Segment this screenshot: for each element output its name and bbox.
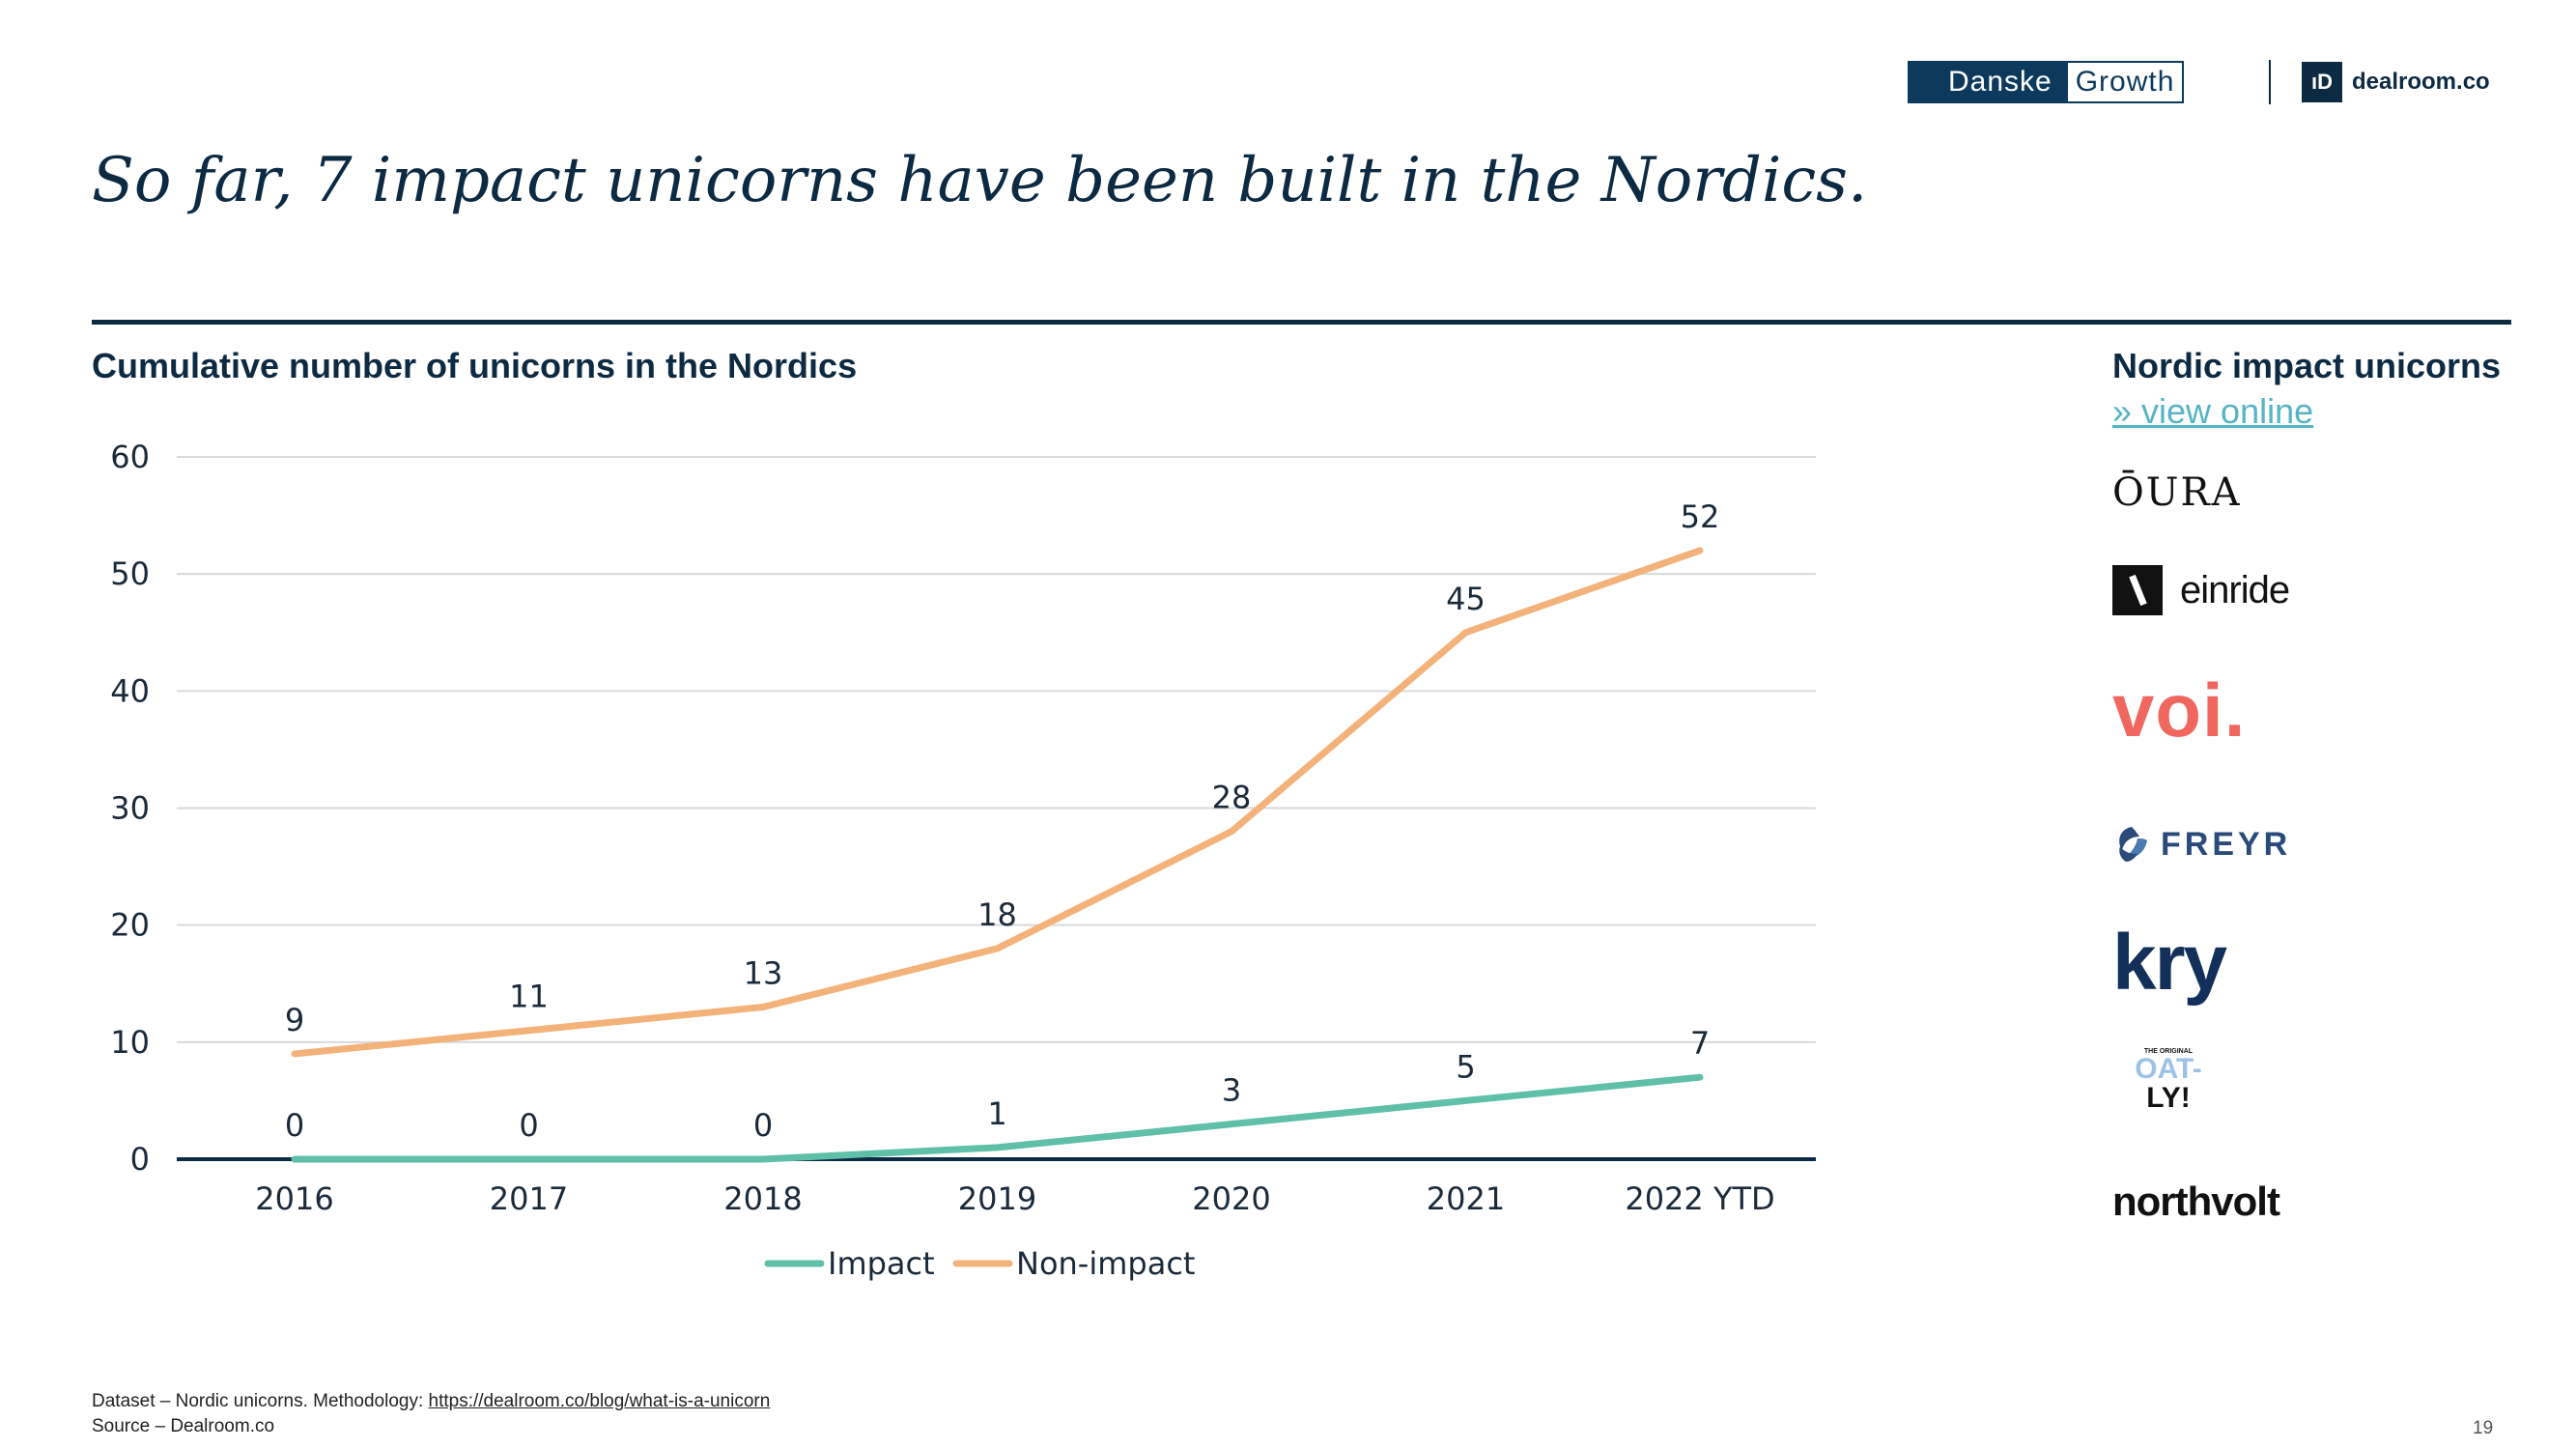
danske-logo-text: Danske xyxy=(1910,63,2068,101)
oatly-top: OAT- xyxy=(2135,1053,2202,1085)
data-label: 45 xyxy=(1446,581,1486,617)
data-point xyxy=(1463,1098,1468,1103)
data-label: 11 xyxy=(509,979,549,1015)
data-label: 13 xyxy=(744,954,783,991)
oura-logo: ŌURA xyxy=(2112,470,2242,515)
logo-divider xyxy=(2269,60,2271,104)
data-point xyxy=(1230,829,1233,834)
einride-name: einride xyxy=(2180,568,2290,611)
y-tick-label: 50 xyxy=(110,555,150,592)
dataset-text: Dataset – Nordic unicorns. Methodology: xyxy=(92,1391,424,1411)
data-label: 18 xyxy=(977,896,1017,933)
northvolt-logo: northvolt xyxy=(2112,1179,2280,1224)
data-label: 52 xyxy=(1681,498,1720,535)
data-point xyxy=(526,1157,531,1161)
page-number: 19 xyxy=(2473,1418,2494,1438)
y-tick-label: 20 xyxy=(110,907,150,944)
page-title: So far, 7 impact unicorns have been buil… xyxy=(92,145,1868,216)
x-tick-label: 2018 xyxy=(723,1180,802,1217)
freyr-name: FREYR xyxy=(2161,825,2292,863)
oatly-bottom: LY! xyxy=(2146,1082,2191,1114)
data-label: 7 xyxy=(1690,1025,1710,1062)
oatly-logo: THE ORIGINAL OAT- LY! xyxy=(2125,1048,2212,1113)
data-point xyxy=(293,1051,297,1056)
data-point xyxy=(995,1145,1000,1150)
data-label: 0 xyxy=(753,1107,773,1144)
data-label: 0 xyxy=(519,1107,538,1144)
legend-label: Non-impact xyxy=(1016,1245,1195,1282)
methodology-link[interactable]: https://dealroom.co/blog/what-is-a-unico… xyxy=(428,1391,771,1411)
data-point xyxy=(1463,630,1468,635)
growth-logo-text: Growth xyxy=(2067,63,2183,101)
freyr-swirl-icon xyxy=(2119,827,2147,862)
source-footnote: Source – Dealroom.co xyxy=(92,1416,275,1436)
data-point xyxy=(995,946,1000,951)
dataset-footnote: Dataset – Nordic unicorns. Methodology: … xyxy=(92,1391,770,1412)
x-tick-label: 2021 xyxy=(1427,1180,1505,1217)
side-panel-title: Nordic impact unicorns xyxy=(2112,346,2502,385)
title-divider xyxy=(92,320,2511,325)
dealroom-logo: ıD dealroom.co xyxy=(2302,62,2490,102)
dealroom-mark-icon: ıD xyxy=(2302,62,2342,102)
x-tick-label: 2022 YTD xyxy=(1625,1180,1774,1217)
data-point xyxy=(1230,1122,1233,1126)
data-point xyxy=(761,1157,765,1161)
series-line-non-impact xyxy=(291,547,1704,1058)
kry-logo: kry xyxy=(2112,919,2227,1007)
x-tick-label: 2016 xyxy=(255,1180,333,1217)
voi-logo: voi. xyxy=(2112,668,2247,753)
x-tick-label: 2017 xyxy=(490,1180,568,1217)
einride-mark-icon xyxy=(2112,565,2163,615)
y-tick-label: 30 xyxy=(110,790,150,827)
data-point xyxy=(293,1157,297,1161)
data-point xyxy=(1698,1075,1702,1080)
danske-growth-logo: Danske Growth xyxy=(1908,61,2185,103)
data-label: 28 xyxy=(1212,780,1252,816)
y-tick-label: 60 xyxy=(110,439,150,475)
data-point xyxy=(526,1028,531,1033)
x-tick-label: 2020 xyxy=(1192,1180,1270,1217)
data-label: 5 xyxy=(1456,1048,1475,1085)
y-tick-label: 10 xyxy=(110,1024,150,1061)
data-label: 0 xyxy=(285,1107,304,1144)
data-label: 1 xyxy=(987,1095,1006,1132)
legend-label: Impact xyxy=(828,1245,935,1282)
y-tick-label: 0 xyxy=(130,1141,150,1178)
freyr-logo: FREYR xyxy=(2112,823,2291,866)
data-label: 9 xyxy=(285,1002,304,1038)
y-tick-label: 40 xyxy=(110,672,150,709)
chart-title: Cumulative number of unicorns in the Nor… xyxy=(92,346,858,385)
data-label: 3 xyxy=(1222,1072,1241,1109)
einride-logo: einride xyxy=(2112,565,2290,615)
dealroom-name: dealroom.co xyxy=(2352,69,2490,95)
data-point xyxy=(1698,548,1702,553)
x-tick-label: 2019 xyxy=(958,1180,1036,1217)
view-online-link[interactable]: » view online xyxy=(2112,391,2314,431)
oatly-tagline: THE ORIGINAL xyxy=(2143,1048,2194,1055)
data-point xyxy=(761,1005,765,1009)
